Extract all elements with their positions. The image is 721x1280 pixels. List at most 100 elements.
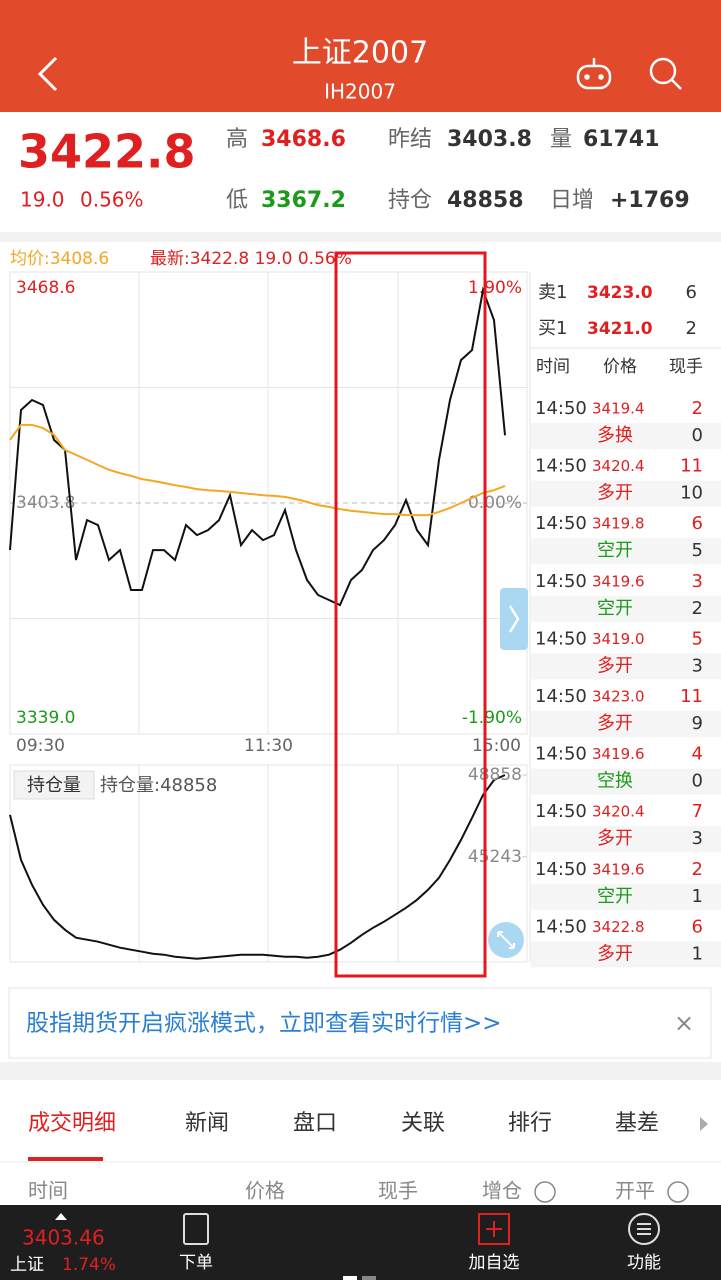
banner[interactable] [8, 987, 712, 1059]
stat-value: 3367.2 [261, 188, 346, 213]
trade-open: 0 [692, 425, 703, 446]
tab[interactable]: 关联 [401, 1111, 445, 1136]
oi-button-label: 持仓量 [27, 775, 81, 796]
separator [0, 232, 721, 242]
trade-time: 14:50 [535, 916, 587, 937]
trade-volume: 3 [692, 571, 703, 592]
tab[interactable]: 新闻 [185, 1111, 229, 1136]
x-tick-label: 09:30 [16, 736, 65, 756]
trade-row-bg [531, 941, 721, 968]
price-chart: 3339.0 3403.8 3468.6 -1.90% 0.00% 1.90% 09:30 1… [9, 278, 527, 756]
index-value[interactable]: 3403.46 [22, 1226, 105, 1250]
last-legend: 最新:3422.8 19.0 0.56% [150, 249, 352, 269]
trade-price: 3423.0 [592, 688, 645, 706]
trade-price: 3420.4 [592, 457, 645, 475]
trade-volume: 11 [680, 686, 703, 707]
book-price: 3423.0 [587, 283, 653, 303]
trade-row-bg [531, 653, 721, 680]
y-tick-label: 45243 [468, 847, 522, 867]
menu-lines [637, 1223, 651, 1235]
trade-open: 9 [692, 713, 703, 734]
trade-type: 多开 [597, 943, 633, 964]
time-grid [138, 272, 399, 962]
search-icon[interactable] [649, 57, 682, 90]
change-pct: 0.56% [80, 188, 144, 212]
trade-type: 多换 [597, 425, 633, 446]
tab[interactable]: 排行 [508, 1111, 552, 1136]
trade-type: 多开 [597, 483, 633, 504]
trade-price: 3422.8 [592, 918, 645, 936]
header-title: 上证2007 [292, 36, 428, 71]
book-price: 3421.0 [587, 319, 653, 339]
oi-legend: 持仓量:48858 [100, 775, 217, 796]
trade-price: 3420.4 [592, 803, 645, 821]
tab[interactable]: 基差 [615, 1111, 659, 1136]
trade-open: 0 [692, 771, 703, 792]
menu-icon[interactable] [628, 1213, 660, 1245]
y-tick-label: 3403.8 [16, 493, 75, 513]
index-arrow [55, 1213, 67, 1220]
series-line [9, 423, 506, 517]
trade-time: 14:50 [535, 571, 587, 592]
nav-item[interactable]: 功能 [627, 1253, 661, 1273]
trade-price: 3419.0 [592, 630, 645, 648]
expand-arrow [508, 605, 520, 633]
trade-row-bg [531, 768, 721, 795]
trade-volume: 6 [692, 916, 703, 937]
trade-price: 3419.6 [592, 860, 645, 878]
index-name[interactable]: 上证 [10, 1255, 44, 1275]
trade-time: 14:50 [535, 628, 587, 649]
y-tick-label: 48858 [468, 765, 522, 785]
trade-type: 多开 [597, 655, 633, 676]
order-book: 卖1 3423.0 6 买1 3421.0 2 时间 价格 现手 14:50 3419.4 2 多换 0 1… [530, 282, 721, 968]
stat-label: 昨结 [388, 127, 432, 152]
trade-volume: 7 [692, 801, 703, 822]
trade-price: 3419.4 [592, 400, 645, 418]
home-indicator [362, 1276, 376, 1280]
trade-type: 多开 [597, 828, 633, 849]
avg-legend: 均价:3408.6 [10, 249, 109, 269]
trade-volume: 4 [692, 744, 703, 765]
watch-icon[interactable] [478, 1213, 510, 1245]
trade-price: 3419.6 [592, 745, 645, 763]
y2-tick-label: 1.90% [468, 278, 522, 298]
trade-type: 空换 [597, 771, 633, 792]
change: 19.0 [20, 188, 65, 212]
trade-volume: 2 [692, 398, 703, 419]
help-icon [534, 1181, 556, 1203]
tabs: 成交明细 新闻 盘口 关联 排行 基差 [28, 1111, 659, 1161]
robot-icon[interactable] [576, 58, 612, 90]
home-indicator [343, 1276, 357, 1280]
trade-open: 2 [692, 598, 703, 619]
y-tick-label: 3339.0 [16, 708, 75, 728]
book-volume: 6 [686, 282, 697, 303]
trade-volume: 2 [692, 859, 703, 880]
nav-item[interactable]: 加自选 [469, 1253, 520, 1273]
trade-type: 多开 [597, 713, 633, 734]
tab[interactable]: 盘口 [293, 1111, 337, 1136]
trade-time: 14:50 [535, 801, 587, 822]
tab[interactable]: 成交明细 [28, 1111, 116, 1136]
banner-close[interactable]: × [674, 1009, 694, 1037]
nav-item[interactable]: 下单 [179, 1253, 213, 1273]
book-header: 现手 [669, 357, 703, 377]
stat-value: 61741 [583, 127, 660, 152]
x-tick-label: 15:00 [472, 736, 521, 756]
table-header: 现手 [378, 1179, 418, 1203]
trade-open: 5 [692, 540, 703, 561]
trade-row-bg [531, 423, 721, 449]
expand-tab[interactable] [500, 588, 528, 650]
banner-text[interactable]: 股指期货开启疯涨模式，立即查看实时行情>> [26, 1011, 502, 1037]
tabs-more[interactable] [700, 1117, 708, 1131]
order-icon[interactable] [183, 1213, 209, 1245]
series-line [9, 286, 506, 607]
index-pct[interactable]: 1.74% [62, 1255, 116, 1275]
back-button[interactable] [37, 56, 58, 92]
header-subtitle: IH2007 [324, 80, 396, 104]
stat-label: 高 [226, 127, 248, 152]
oi-button[interactable] [13, 770, 95, 800]
trade-price: 3419.8 [592, 515, 645, 533]
book-label: 卖1 [538, 282, 567, 303]
